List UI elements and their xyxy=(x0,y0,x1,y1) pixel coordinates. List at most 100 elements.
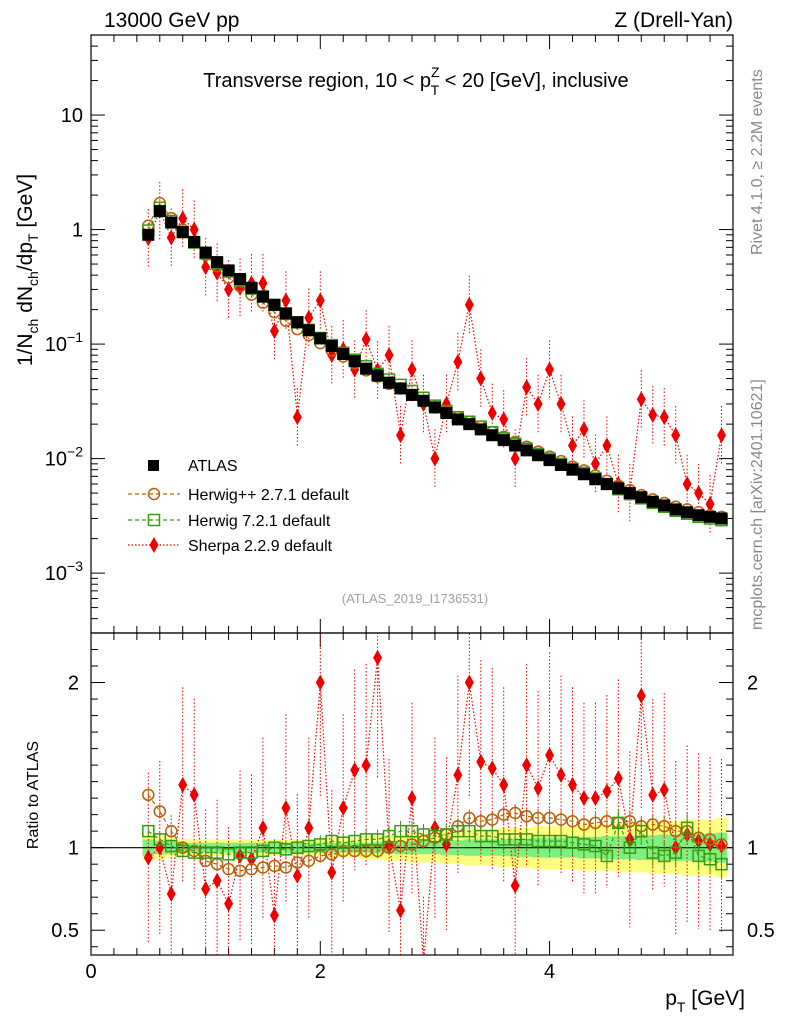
main-ytick-label: 10−1 xyxy=(45,329,83,356)
main-point-sherpa xyxy=(269,323,279,340)
main-point-sherpa xyxy=(705,496,715,513)
main-point-atlas xyxy=(692,509,705,522)
ratio-point-sherpa xyxy=(636,687,646,704)
ratio-point-herwig7 xyxy=(600,849,614,863)
main-point-atlas xyxy=(669,503,682,516)
main-point-sherpa xyxy=(694,485,704,502)
legend: ATLAS Herwig++ 2.7.1 default Herwig 7.2.… xyxy=(128,458,350,555)
main-point-atlas xyxy=(268,298,281,311)
main-point-sherpa xyxy=(453,353,463,370)
ratio-point-sherpa xyxy=(304,819,314,836)
main-title: Transverse region, 10 < pZ T < 20 [GeV], … xyxy=(203,64,628,98)
main-point-atlas xyxy=(600,478,613,491)
main-point-sherpa xyxy=(717,427,727,444)
main-point-atlas xyxy=(302,324,315,337)
ratio-point-herwigpp xyxy=(657,819,671,833)
ratio-point-sherpa xyxy=(419,955,428,971)
ratio-point-herwigpp xyxy=(165,824,178,838)
main-point-sherpa xyxy=(499,411,509,428)
main-point-sherpa xyxy=(166,229,176,246)
ratio-ytick-label-right: 0.5 xyxy=(747,920,775,942)
main-point-sherpa xyxy=(545,361,555,378)
ratio-point-herwig7 xyxy=(612,816,625,830)
ratio-series-herwig7 xyxy=(142,809,728,880)
main-point-sherpa xyxy=(384,347,394,364)
main-point-sherpa xyxy=(292,409,302,426)
main-point-sherpa xyxy=(602,437,612,454)
ratio-point-sherpa xyxy=(189,786,199,803)
main-ytick-label: 10−2 xyxy=(45,444,83,471)
mcplots-label: mcplots.cern.ch [arXiv:2401.10621] xyxy=(749,379,766,630)
main-point-sherpa xyxy=(510,450,520,467)
main-point-atlas xyxy=(153,205,166,218)
ratio-point-sherpa xyxy=(659,781,669,798)
ratio-point-sherpa xyxy=(224,895,234,912)
main-point-atlas xyxy=(474,423,487,436)
ratio-point-sherpa xyxy=(487,760,497,777)
ratio-point-herwig7 xyxy=(680,821,694,835)
ratio-point-herwig7 xyxy=(635,824,648,838)
main-point-sherpa xyxy=(258,275,268,292)
main-point-atlas xyxy=(279,307,292,320)
ratio-point-sherpa xyxy=(338,800,348,817)
ratio-point-sherpa xyxy=(568,776,577,793)
main-point-atlas xyxy=(589,473,602,486)
main-ylabel: 1/Nch dNch/dpT [GeV] xyxy=(14,174,41,366)
main-ytick-base: 10 xyxy=(45,334,67,356)
main-point-sherpa xyxy=(361,331,371,348)
legend-label-atlas: ATLAS xyxy=(188,458,238,475)
main-point-atlas xyxy=(623,487,636,500)
main-point-atlas xyxy=(360,362,373,375)
ratio-ytick-label-right: 1 xyxy=(747,838,758,860)
main-point-atlas xyxy=(428,401,441,414)
main-point-atlas xyxy=(543,454,556,467)
ratio-point-herwig7 xyxy=(715,857,728,871)
ratio-point-sherpa xyxy=(143,849,153,866)
legend-entry-atlas: ATLAS xyxy=(148,458,238,475)
main-point-sherpa xyxy=(568,437,577,454)
ratio-point-sherpa xyxy=(373,649,383,666)
main-ticks xyxy=(90,34,734,634)
analysis-watermark: (ATLAS_2019_I1736531) xyxy=(342,591,488,606)
legend-entry-herwig7: Herwig 7.2.1 default xyxy=(128,513,331,530)
rivet-label: Rivet 4.1.0, ≥ 2.2M events xyxy=(749,69,766,255)
main-point-sherpa xyxy=(201,259,211,276)
ratio-xtick-label: 2 xyxy=(315,961,326,983)
main-point-sherpa xyxy=(533,395,543,412)
main-point-sherpa xyxy=(178,210,188,227)
main-point-atlas xyxy=(440,407,453,420)
main-point-atlas xyxy=(176,226,189,239)
main-point-atlas xyxy=(348,355,361,368)
ratio-point-sherpa xyxy=(327,864,337,881)
main-point-atlas xyxy=(577,468,590,481)
main-ytick-label: 10 xyxy=(61,105,83,127)
ratio-point-sherpa xyxy=(315,674,325,691)
main-point-sherpa xyxy=(522,379,532,396)
ratio-point-sherpa xyxy=(292,867,302,884)
ratio-point-sherpa xyxy=(201,880,211,897)
ratio-ytick-label-left: 2 xyxy=(68,673,79,695)
main-point-sherpa xyxy=(407,361,417,378)
main-point-atlas xyxy=(406,388,418,401)
ratio-ytick-label-left: 1 xyxy=(68,838,79,860)
main-series-sherpa xyxy=(143,181,727,534)
ratio-point-sherpa xyxy=(590,790,600,807)
main-point-atlas xyxy=(520,444,533,457)
ratio-point-sherpa xyxy=(522,757,532,774)
ratio-panel: 0.5 0.5 1 1 2 2 0 2 4 Ratio to ATLAS pT [GeV] xyxy=(25,632,775,1015)
legend-entry-herwigpp: Herwig++ 2.7.1 default xyxy=(128,487,350,504)
legend-label-herwigpp: Herwig++ 2.7.1 default xyxy=(188,487,350,504)
ratio-point-sherpa xyxy=(212,872,222,889)
ratio-point-sherpa xyxy=(453,767,463,784)
main-point-sherpa xyxy=(189,221,199,238)
ratio-ytick-label-left: 0.5 xyxy=(51,920,79,942)
ratio-point-sherpa xyxy=(178,776,188,793)
ratio-point-herwig7 xyxy=(153,833,167,846)
main-point-sherpa xyxy=(671,427,681,444)
main-point-atlas xyxy=(646,495,659,508)
main-series xyxy=(142,181,728,534)
legend-label-sherpa: Sherpa 2.2.9 default xyxy=(188,538,333,555)
main-point-sherpa xyxy=(430,450,440,467)
